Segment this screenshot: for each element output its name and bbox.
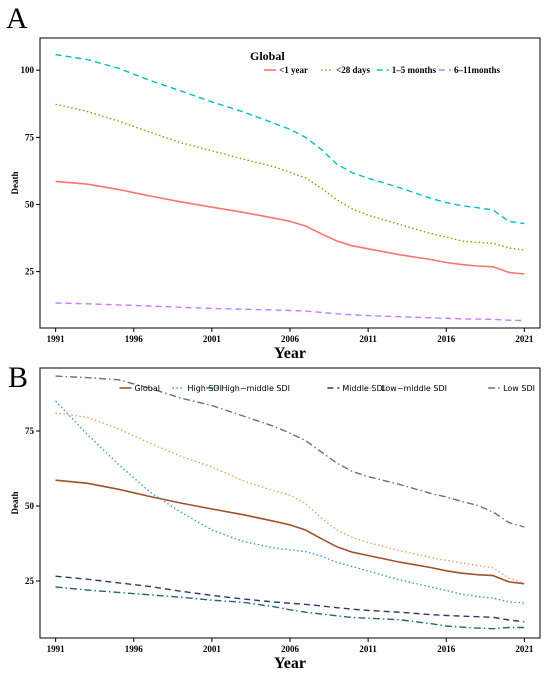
x-tick-label: 2011 (359, 334, 377, 344)
legend-label-3: 1–5 months (392, 65, 437, 75)
panel-b-letter: B (8, 361, 28, 394)
x-tick-label: 2001 (203, 644, 222, 654)
y-tick-label: 25 (25, 267, 35, 277)
series-line-2 (55, 400, 525, 604)
plot-frame (39, 37, 541, 329)
series-line-2 (55, 103, 525, 251)
legend-label-2: <28 days (336, 65, 370, 75)
x-tick-label: 2016 (437, 644, 456, 654)
x-axis-title: Year (274, 655, 306, 672)
series-line-1 (55, 180, 525, 275)
y-tick-label: 50 (25, 199, 35, 209)
legend-label-2: High SDI (187, 384, 222, 393)
y-axis-title: Death (10, 492, 20, 515)
legend-title: Global (250, 49, 285, 63)
y-tick-label: 50 (25, 501, 35, 511)
panel-a-letter: A (6, 2, 28, 35)
x-tick-label: 2006 (281, 334, 300, 344)
x-tick-label: 2001 (203, 334, 222, 344)
legend-label-4: Middle SDI (342, 384, 385, 393)
legend-label-3: High−middle SDI (221, 384, 290, 393)
plot-frame (39, 367, 541, 639)
x-tick-label: 2021 (515, 644, 534, 654)
panel-a-chart: 1991 1996 2001 2006 2011 2016 2021 25 50 75 100 Yea… (10, 37, 541, 362)
series-line-5 (55, 412, 525, 585)
legend-label-6: Low SDI (503, 384, 535, 393)
series-line-1 (55, 479, 525, 585)
legend-label-5: Low−middle SDI (381, 384, 447, 393)
y-tick-label: 100 (21, 65, 35, 75)
x-axis-title: Year (274, 345, 306, 362)
series-line-3 (55, 53, 525, 225)
legend-label-1: Global (134, 384, 160, 393)
x-tick-label: 1996 (125, 334, 144, 344)
y-tick-label: 75 (25, 426, 35, 436)
x-tick-label: 1991 (47, 334, 66, 344)
x-tick-label: 2016 (437, 334, 456, 344)
y-axis-title: Death (10, 172, 20, 195)
x-tick-label: 1996 (125, 644, 144, 654)
legend-label-4: 6–11months (454, 65, 501, 75)
panel-b-chart: 1991 1996 2001 2006 2011 2016 2021 25 50 75 Year De… (10, 367, 541, 672)
legend-label-1: <1 year (279, 65, 308, 75)
y-tick-label: 25 (25, 576, 35, 586)
x-tick-label: 2021 (515, 334, 534, 344)
series-line-6 (55, 375, 525, 528)
x-tick-label: 2011 (359, 644, 377, 654)
x-tick-label: 2006 (281, 644, 300, 654)
x-tick-label: 1991 (47, 644, 66, 654)
series-line-3 (55, 586, 525, 630)
y-tick-label: 75 (25, 132, 35, 142)
series-line-4 (55, 575, 525, 623)
series-line-4 (55, 302, 525, 322)
